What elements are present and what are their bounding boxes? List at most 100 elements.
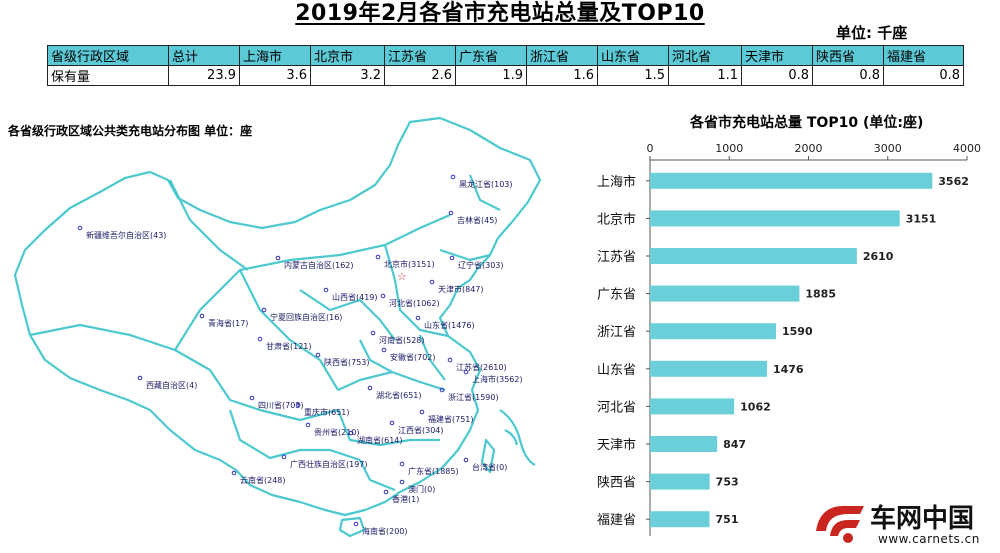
- map-marker: [375, 254, 381, 260]
- map-marker: [199, 313, 205, 319]
- map-marker: [353, 521, 359, 527]
- summary-header-cell: 福建省: [883, 45, 964, 66]
- map-label: 辽宁省(303): [458, 260, 504, 270]
- map-label: 江苏省(2610): [456, 362, 507, 372]
- map-label: 重庆市(651): [304, 407, 350, 417]
- summary-value-cell: 3.2: [310, 65, 385, 86]
- map-label: 北京市(3151): [384, 259, 435, 269]
- map-label: 香港(1): [392, 494, 419, 504]
- province-border: [468, 174, 501, 211]
- svg-text:☆: ☆: [397, 270, 407, 283]
- map-label: 甘肃省(121): [266, 341, 312, 351]
- category-label: 陕西省: [597, 476, 636, 491]
- summary-header-cell: 上海市: [239, 45, 311, 66]
- x-tick-label: 1000: [715, 142, 743, 155]
- summary-header-cell: 北京市: [310, 45, 385, 66]
- map-marker: [415, 315, 421, 321]
- province-border: [239, 269, 339, 391]
- map-label: 内蒙古自治区(162): [284, 260, 354, 270]
- map-label: 青海省(17): [208, 318, 248, 328]
- summary-header-cell: 广东省: [455, 45, 527, 66]
- province-border: [299, 289, 396, 341]
- chart-title: 各省市充电站总量 TOP10 (单位:座): [690, 115, 924, 131]
- map-label: 宁夏回族自治区(16): [270, 312, 342, 322]
- data-label: 3562: [938, 175, 969, 188]
- map-marker: [231, 470, 237, 476]
- china-distribution-map: 新疆维吾尔自治区(43) 西藏自治区(4) 青海省(17) 甘肃省(121) 宁…: [13, 116, 542, 538]
- map-marker: [249, 395, 255, 401]
- province-border: [418, 334, 446, 381]
- x-axis: 0 1000 2000 3000 4000: [646, 142, 981, 536]
- summary-row-label: 保有量: [47, 65, 169, 86]
- map-marker: [389, 420, 395, 426]
- carnets-logo-icon: [816, 505, 864, 543]
- map-marker: [429, 279, 435, 285]
- map-marker: [77, 225, 83, 231]
- summary-value-cell: 23.9: [168, 65, 240, 86]
- map-marker: [449, 255, 455, 261]
- map-label: 上海市(3562): [472, 374, 523, 384]
- summary-value-cell: 0.8: [883, 65, 964, 86]
- summary-value-cell: 1.5: [597, 65, 669, 86]
- data-label: 1062: [740, 400, 771, 413]
- map-label: 河南省(528): [379, 335, 425, 345]
- bar: [650, 511, 710, 528]
- map-marker: [348, 430, 354, 436]
- province-border: [439, 248, 491, 262]
- summary-header-cell: 总计: [168, 45, 240, 66]
- data-label: 2610: [863, 250, 894, 263]
- map-label: 江西省(304): [398, 425, 444, 435]
- data-label: 847: [723, 438, 746, 451]
- summary-table: 省级行政区域 总计 上海市 北京市 江苏省 广东省 浙江省 山东省 河北省 天津…: [47, 45, 964, 86]
- province-border: [209, 369, 339, 422]
- data-label: 751: [716, 513, 739, 526]
- x-tick-label: 2000: [795, 142, 823, 155]
- summary-header-cell: 浙江省: [526, 45, 598, 66]
- map-label: 山西省(419): [332, 292, 378, 302]
- category-label: 山东省: [597, 363, 636, 378]
- nine-dash-line: [504, 429, 519, 446]
- map-label: 湖南省(614): [357, 435, 403, 445]
- summary-header-row: 省级行政区域 总计 上海市 北京市 江苏省 广东省 浙江省 山东省 河北省 天津…: [47, 45, 964, 66]
- map-marker: [257, 336, 263, 342]
- bar: [650, 398, 735, 415]
- bar-series: 上海市 3562 北京市 3151 江苏省 2610 广东省 1885 浙江省 1590 山东省 14…: [597, 172, 969, 528]
- map-label: 四川省(703): [258, 400, 304, 410]
- province-border: [359, 339, 393, 373]
- page-title: 2019年2月各省市充电站总量及TOP10: [295, 1, 705, 26]
- map-label: 河北省(1062): [389, 298, 440, 308]
- category-label: 北京市: [597, 211, 636, 227]
- top10-bar-chart: 0 1000 2000 3000 4000 上海市 3562 北京市 3151 江苏省 2610 广…: [597, 142, 981, 536]
- category-label: 浙江省: [597, 325, 636, 340]
- map-label: 新疆维吾尔自治区(43): [86, 230, 166, 240]
- map-marker: [463, 369, 469, 375]
- province-border: [29, 323, 211, 371]
- hainan-island: [338, 516, 366, 538]
- province-border: [228, 409, 361, 462]
- bar: [650, 285, 800, 302]
- map-marker: [450, 174, 456, 180]
- summary-header-cell: 省级行政区域: [47, 45, 169, 66]
- summary-value-row: 保有量 23.9 3.6 3.2 2.6 1.9 1.6 1.5 1.1 0.8…: [47, 65, 964, 86]
- summary-value-cell: 0.8: [741, 65, 813, 86]
- bar: [650, 473, 710, 490]
- summary-value-cell: 1.9: [455, 65, 527, 86]
- map-marker: [399, 479, 405, 485]
- map-label: 贵州省(210): [314, 427, 360, 437]
- map-marker: [447, 357, 453, 363]
- summary-header-cell: 河北省: [668, 45, 742, 66]
- map-label: 陕西省(753): [324, 357, 370, 367]
- summary-value-cell: 1.1: [668, 65, 742, 86]
- map-label: 澳门(0): [408, 484, 435, 494]
- map-marker: [381, 347, 387, 353]
- map-marker: [295, 402, 301, 408]
- x-tick-label: 4000: [953, 142, 981, 155]
- map-marker: [323, 287, 329, 293]
- map-label: 广东省(1885): [408, 466, 459, 476]
- map-marker: [305, 422, 311, 428]
- map-marker: [367, 385, 373, 391]
- category-label: 天津市: [597, 437, 636, 453]
- summary-value-cell: 1.6: [526, 65, 598, 86]
- summary-header-cell: 天津市: [741, 45, 813, 66]
- map-label: 福建省(751): [428, 414, 474, 424]
